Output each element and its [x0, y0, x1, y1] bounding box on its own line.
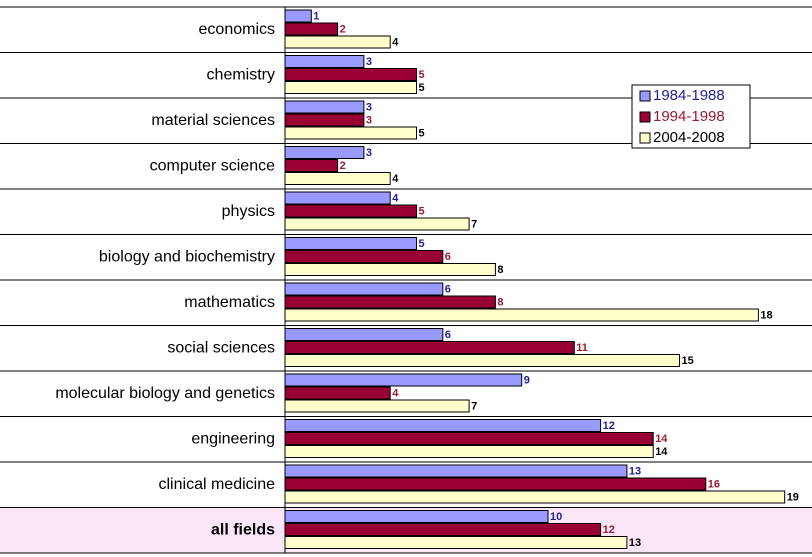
data-label: 4 — [392, 173, 399, 185]
bar — [284, 373, 523, 387]
data-label: 14 — [655, 446, 668, 458]
bar — [284, 159, 339, 172]
bar — [284, 282, 444, 296]
category-label: computer science — [150, 157, 275, 174]
data-label: 7 — [471, 400, 477, 412]
bar — [284, 237, 417, 250]
bar — [284, 490, 786, 504]
data-label: 3 — [366, 101, 372, 113]
category-label: material sciences — [151, 112, 275, 129]
data-label: 11 — [576, 342, 588, 354]
bar — [284, 477, 707, 491]
bar — [284, 510, 549, 523]
bar — [284, 55, 365, 68]
data-label: 6 — [445, 251, 451, 263]
legend-swatch — [639, 111, 651, 123]
data-label: 5 — [419, 205, 425, 217]
category-label: all fields — [211, 521, 275, 538]
bar — [284, 308, 759, 322]
bar — [284, 191, 391, 205]
bar — [284, 432, 654, 445]
bar — [284, 146, 365, 159]
data-label: 19 — [787, 491, 799, 503]
bar — [284, 386, 391, 400]
data-label: 2 — [340, 160, 346, 172]
bar — [284, 81, 417, 94]
legend-label: 1984-1988 — [653, 87, 725, 104]
bar — [284, 68, 417, 81]
bar — [284, 536, 628, 549]
data-label: 18 — [760, 309, 772, 321]
bar — [284, 419, 602, 432]
category-label: economics — [199, 21, 275, 38]
data-label: 6 — [445, 329, 451, 341]
legend-label: 1994-1998 — [653, 108, 725, 125]
data-label: 5 — [419, 69, 425, 81]
data-label: 4 — [392, 387, 399, 399]
legend-box — [631, 84, 751, 149]
bar — [284, 523, 602, 536]
data-label: 16 — [708, 478, 720, 490]
data-label: 13 — [629, 465, 641, 477]
category-label: chemistry — [207, 66, 275, 83]
data-label: 5 — [419, 127, 425, 139]
category-label: mathematics — [184, 294, 275, 311]
bar — [284, 113, 365, 127]
legend-label: 2004-2008 — [653, 129, 725, 146]
bar — [284, 341, 575, 354]
data-label: 8 — [497, 264, 503, 276]
data-label: 9 — [524, 374, 530, 386]
bar — [284, 295, 496, 309]
legend: 1984-1988 1994-1998 2004-2008 — [631, 84, 751, 149]
data-label: 1 — [313, 10, 319, 22]
data-label: 6 — [445, 283, 451, 295]
bar — [284, 328, 444, 341]
bar — [284, 354, 680, 367]
bar — [284, 35, 391, 49]
bar — [284, 399, 470, 413]
data-label: 3 — [366, 114, 372, 126]
data-label: 12 — [603, 420, 615, 432]
bar — [284, 250, 444, 263]
category-label: molecular biology and genetics — [55, 385, 275, 402]
bar — [284, 126, 417, 140]
data-label: 2 — [340, 23, 346, 35]
data-label: 3 — [366, 147, 372, 159]
data-label: 13 — [629, 537, 641, 549]
category-label: clinical medicine — [159, 476, 276, 493]
data-label: 14 — [655, 433, 668, 445]
legend-swatch — [639, 90, 651, 102]
data-label: 3 — [366, 56, 372, 68]
bar — [284, 22, 339, 36]
bar — [284, 9, 312, 23]
bar — [284, 445, 654, 458]
bar — [284, 263, 496, 276]
data-label: 8 — [497, 296, 503, 308]
data-label: 4 — [392, 192, 399, 204]
category-label: social sciences — [167, 339, 275, 356]
data-label: 15 — [682, 355, 694, 367]
category-label: biology and biochemistry — [99, 248, 275, 265]
bar — [284, 217, 470, 231]
category-label: physics — [222, 203, 275, 220]
category-label: engineering — [191, 430, 275, 447]
data-label: 12 — [603, 524, 615, 536]
data-label: 7 — [471, 218, 477, 230]
data-label: 5 — [419, 82, 425, 94]
data-label: 5 — [419, 238, 425, 250]
bar — [284, 172, 391, 185]
legend-swatch — [639, 132, 651, 144]
bar — [284, 464, 628, 478]
bar — [284, 100, 365, 114]
data-label: 4 — [392, 36, 399, 48]
bar — [284, 204, 417, 218]
data-label: 10 — [550, 511, 562, 523]
